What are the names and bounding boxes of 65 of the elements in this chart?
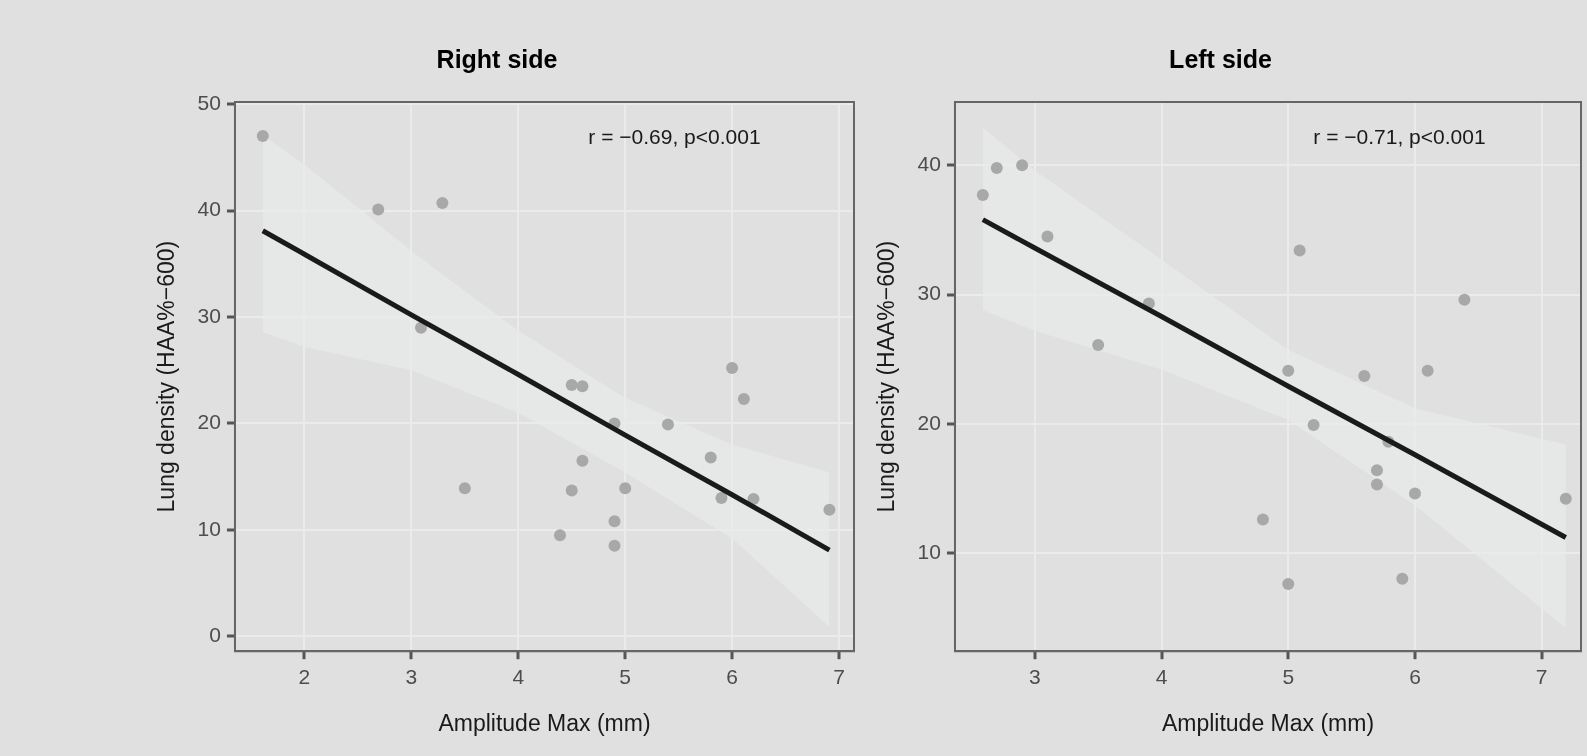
point	[1256, 513, 1269, 526]
x-tick-label: 5	[619, 664, 632, 688]
point	[565, 484, 578, 497]
x-tick-label: 7	[833, 664, 845, 688]
y-tick-label: 10	[197, 516, 221, 540]
point	[737, 392, 750, 405]
point	[619, 482, 632, 495]
point	[1293, 244, 1306, 257]
point	[1396, 572, 1409, 585]
point	[1041, 230, 1054, 243]
x-tick-label: 6	[726, 664, 738, 688]
y-tick-label: 20	[917, 410, 941, 434]
point	[823, 503, 836, 516]
point	[1559, 492, 1572, 505]
point	[1282, 578, 1295, 590]
annotation: r = −0.69, p<0.001	[588, 124, 761, 148]
y-tick-label: 40	[197, 197, 221, 221]
chart-title: Right side	[436, 44, 558, 73]
point	[576, 454, 589, 467]
point	[436, 197, 449, 210]
y-tick-label: 20	[197, 410, 221, 434]
point	[1016, 159, 1029, 172]
y-tick-label: 50	[197, 90, 221, 114]
y-tick-label: 0	[209, 623, 221, 647]
y-tick-label: 30	[917, 281, 941, 305]
point	[661, 418, 674, 431]
y-axis-title: Lung density (HAA%−600)	[873, 240, 900, 513]
y-tick-label: 30	[197, 303, 221, 327]
x-tick-label: 3	[1028, 664, 1041, 688]
point	[1370, 478, 1383, 491]
x-tick-label: 6	[1409, 664, 1421, 688]
x-tick-label: 4	[512, 664, 525, 688]
x-tick-label: 2	[298, 664, 311, 688]
point	[976, 189, 989, 202]
point	[1370, 464, 1383, 477]
y-tick-label: 10	[917, 539, 941, 563]
point	[1421, 364, 1434, 377]
point	[1458, 293, 1471, 306]
point	[372, 203, 385, 216]
point	[1282, 364, 1295, 377]
point	[704, 451, 717, 464]
point	[565, 379, 578, 392]
x-axis-title: Amplitude Max (mm)	[438, 709, 651, 736]
y-tick-label: 40	[917, 152, 941, 176]
point	[608, 539, 621, 552]
x-tick-label: 4	[1155, 664, 1168, 688]
x-tick-label: 3	[405, 664, 418, 688]
x-tick-label: 5	[1282, 664, 1295, 688]
point	[1307, 419, 1320, 432]
point	[726, 362, 739, 375]
annotation: r = −0.71, p<0.001	[1313, 124, 1486, 148]
point	[458, 482, 471, 495]
point	[990, 161, 1003, 174]
x-tick-label: 7	[1535, 664, 1548, 688]
point	[1408, 487, 1421, 500]
point	[608, 515, 621, 528]
point	[1358, 369, 1371, 382]
point	[1092, 338, 1105, 351]
point	[715, 491, 728, 504]
point	[553, 529, 566, 542]
chart-title: Left side	[1169, 44, 1272, 73]
x-axis-title: Amplitude Max (mm)	[1161, 709, 1375, 736]
point	[576, 380, 589, 393]
point	[256, 130, 269, 143]
y-axis-title: Lung density (HAA%−600)	[153, 240, 180, 513]
